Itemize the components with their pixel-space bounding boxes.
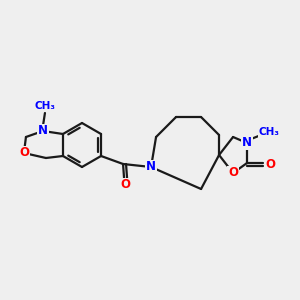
Text: CH₃: CH₃ bbox=[34, 101, 56, 111]
Text: N: N bbox=[38, 124, 48, 137]
Text: O: O bbox=[265, 158, 275, 170]
Text: O: O bbox=[19, 146, 29, 160]
Text: O: O bbox=[228, 167, 238, 179]
Text: N: N bbox=[242, 136, 252, 149]
Text: CH₃: CH₃ bbox=[259, 127, 280, 137]
Text: O: O bbox=[120, 178, 130, 191]
Text: N: N bbox=[146, 160, 156, 173]
